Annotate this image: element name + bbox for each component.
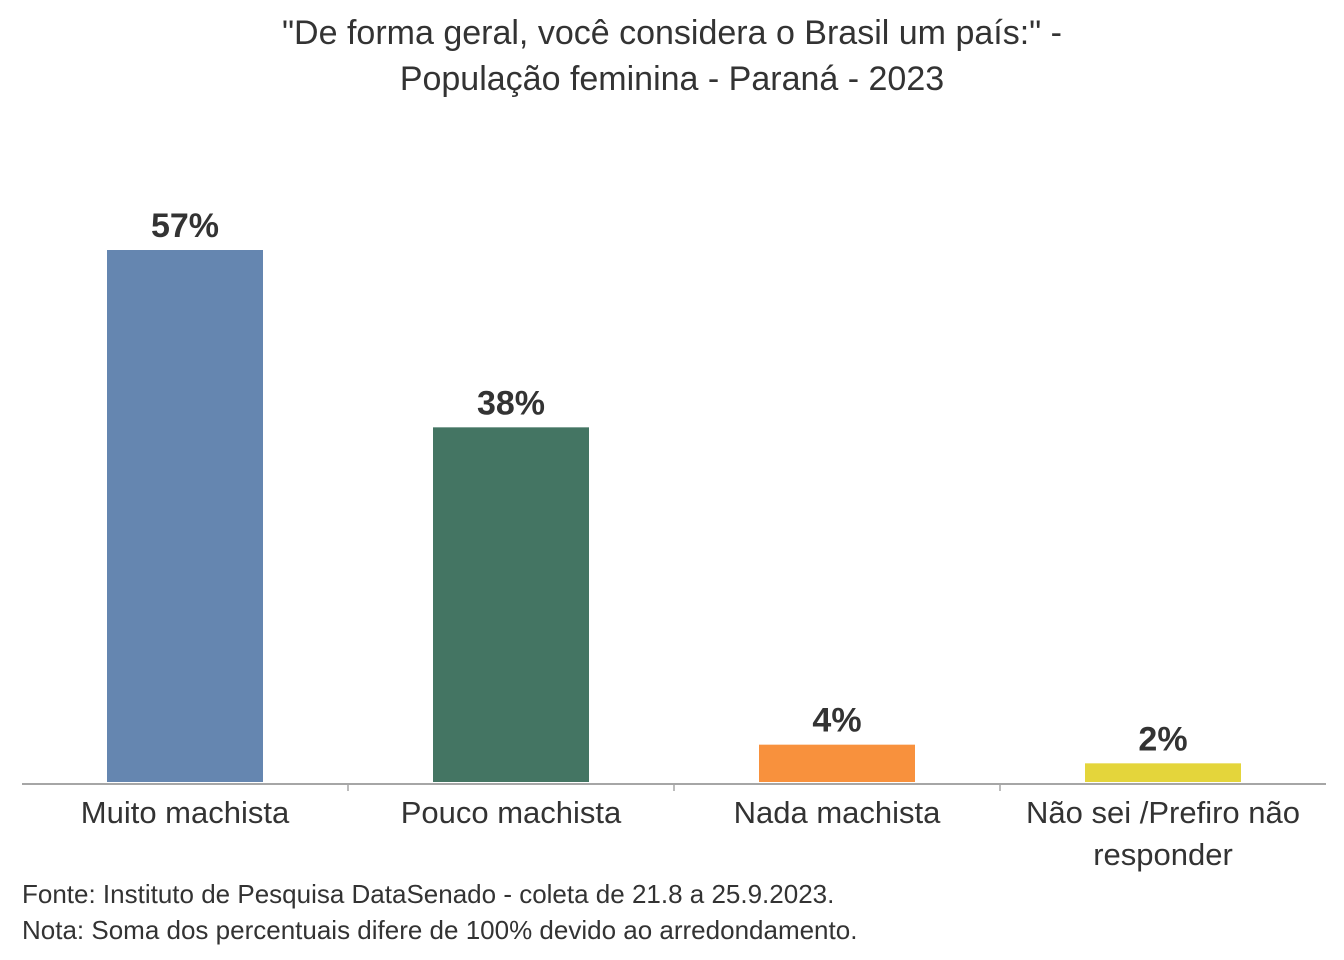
x-tick-label-4-line-2: responder bbox=[1093, 837, 1233, 872]
chart-title: "De forma geral, você considera o Brasil… bbox=[0, 10, 1344, 102]
chart-footer: Fonte: Instituto de Pesquisa DataSenado … bbox=[22, 876, 857, 948]
x-tick-label-4-line-1: Não sei /Prefiro não bbox=[1026, 795, 1300, 830]
x-tick-label-3-line-1: Nada machista bbox=[734, 795, 942, 830]
x-tick-label-2-line-1: Pouco machista bbox=[401, 795, 622, 830]
bar-4 bbox=[1085, 763, 1241, 782]
bar-2 bbox=[433, 427, 589, 782]
x-tick-label-1-line-1: Muito machista bbox=[81, 795, 290, 830]
data-label-1: 57% bbox=[151, 207, 219, 245]
data-label-3: 4% bbox=[812, 702, 861, 740]
data-label-4: 2% bbox=[1138, 720, 1187, 758]
source-note: Fonte: Instituto de Pesquisa DataSenado … bbox=[22, 879, 835, 909]
chart-title-line-1: "De forma geral, você considera o Brasil… bbox=[281, 14, 1062, 52]
data-label-2: 38% bbox=[477, 384, 545, 422]
rounding-note: Nota: Soma dos percentuais difere de 100… bbox=[22, 915, 858, 945]
chart-title-line-2: População feminina - Paraná - 2023 bbox=[399, 60, 945, 98]
bar-1 bbox=[107, 250, 263, 782]
bar-3 bbox=[759, 744, 915, 782]
